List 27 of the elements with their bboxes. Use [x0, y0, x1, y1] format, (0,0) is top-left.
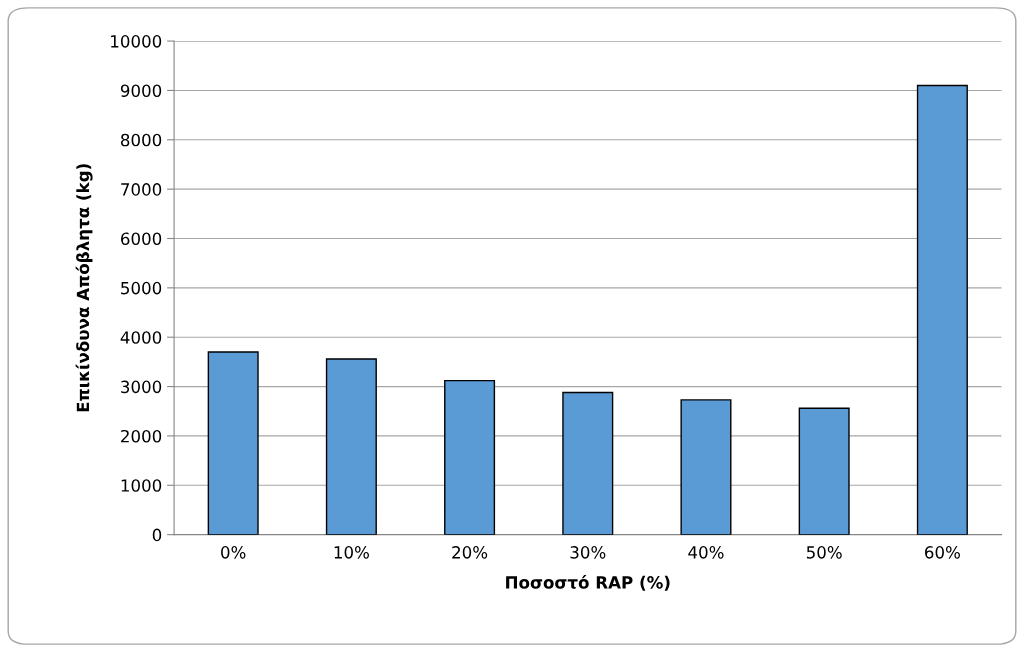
bar: [916, 84, 968, 535]
x-tick-label: 50%: [806, 546, 842, 559]
y-tick-label: 6000: [121, 232, 162, 246]
y-tick-label: 9000: [120, 84, 162, 97]
y-tick-label: 1000: [121, 479, 162, 492]
y-tick-label: 7000: [121, 183, 162, 196]
x-tick-label: 10%: [334, 546, 369, 559]
y-tick-label: 4000: [120, 331, 162, 344]
x-tick-label: 40%: [688, 546, 724, 559]
y-tick-label: 0: [152, 528, 162, 542]
bar: [207, 351, 259, 535]
x-axis-title: Ποσοστό RAP (%): [506, 575, 670, 591]
y-tick-label: 2000: [121, 429, 162, 443]
bar: [798, 407, 850, 535]
bar: [325, 358, 377, 535]
x-tick-label: 30%: [570, 546, 606, 559]
x-tick-label: 0%: [221, 546, 246, 559]
x-tick-label: 60%: [925, 546, 960, 559]
y-tick-label: 3000: [121, 380, 162, 394]
bar: [562, 391, 614, 535]
y-tick-label: 5000: [121, 281, 162, 295]
y-tick-label: 8000: [120, 133, 162, 147]
y-axis-title: Επικίνδυνα Απόβλητα (kg): [75, 164, 93, 412]
y-tick-label: 10000: [111, 35, 162, 48]
bar: [444, 379, 496, 535]
x-tick-label: 20%: [452, 546, 488, 559]
bar: [680, 399, 732, 535]
